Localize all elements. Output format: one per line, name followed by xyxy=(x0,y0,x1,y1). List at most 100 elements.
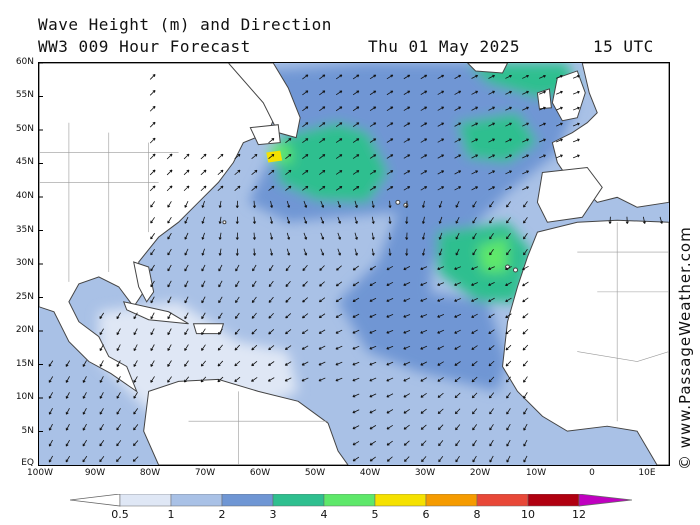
wave-arrow xyxy=(99,312,105,319)
wave-arrow xyxy=(454,266,462,270)
colorbar-segment xyxy=(119,494,172,507)
wave-arrow xyxy=(132,456,139,462)
wave-arrow xyxy=(405,232,409,240)
wave-arrow xyxy=(505,376,512,383)
wave-arrow xyxy=(403,330,411,334)
wave-arrow xyxy=(522,138,529,143)
wave-arrow xyxy=(369,297,377,302)
wave-arrow xyxy=(302,154,309,159)
wave-arrow xyxy=(234,344,241,351)
wave-arrow xyxy=(150,264,155,272)
wave-arrow xyxy=(386,154,394,159)
wave-arrow xyxy=(437,170,445,175)
wave-arrow xyxy=(252,264,257,272)
wave-arrow xyxy=(184,216,189,224)
wave-arrow xyxy=(522,265,529,271)
borders xyxy=(39,122,669,465)
wave-arrow xyxy=(471,361,478,367)
wave-arrow xyxy=(167,344,172,351)
wave-arrow xyxy=(200,169,207,176)
wave-arrow xyxy=(471,138,479,143)
wave-arrow xyxy=(285,185,292,191)
wave-arrow xyxy=(403,74,411,80)
wave-arrow xyxy=(488,345,495,351)
lat-label: 25N xyxy=(15,292,34,302)
land-masses xyxy=(39,63,669,465)
wave-arrow xyxy=(471,74,479,79)
wave-arrow xyxy=(150,344,155,351)
wave-arrow xyxy=(201,264,206,272)
wave-arrow xyxy=(183,376,190,383)
wave-arrow xyxy=(320,248,325,256)
wave-arrow xyxy=(522,313,529,319)
wave-arrow xyxy=(454,122,462,127)
wave-arrow xyxy=(184,296,189,304)
wave-arrow xyxy=(337,216,342,224)
wave-arrow xyxy=(403,122,411,127)
wave-arrow xyxy=(183,153,190,160)
wave-arrow xyxy=(65,376,70,383)
wave-arrow xyxy=(388,248,392,256)
wave-arrow xyxy=(252,280,257,288)
florida xyxy=(133,261,155,303)
wave-arrow xyxy=(369,170,377,175)
wave-arrow xyxy=(116,328,121,336)
wave-arrow xyxy=(99,328,104,335)
wave-arrow xyxy=(167,280,172,288)
wave-arrow xyxy=(150,312,155,320)
wave-arrow xyxy=(116,456,122,462)
wave-arrow xyxy=(572,154,580,159)
wave-arrow xyxy=(454,138,462,143)
wave-arrow xyxy=(454,90,462,95)
wave-arrow xyxy=(150,360,155,367)
wave-arrow xyxy=(369,90,377,96)
wave-arrow xyxy=(505,90,512,95)
wave-arrow xyxy=(352,281,360,287)
wave-arrow xyxy=(218,216,222,224)
wave-arrow xyxy=(82,360,87,367)
wave-arrow xyxy=(488,282,495,286)
wave-arrow xyxy=(437,377,444,382)
wave-arrow xyxy=(437,424,444,431)
wave-arrow xyxy=(286,216,291,224)
wave-arrow xyxy=(268,345,275,351)
colorbar-tick: 6 xyxy=(422,508,430,521)
wave-arrow xyxy=(133,312,138,320)
wave-arrow xyxy=(455,216,460,224)
wave-arrow xyxy=(301,345,309,350)
wave-arrow xyxy=(386,138,394,143)
wave-arrow xyxy=(335,313,343,318)
wave-arrow xyxy=(471,106,479,111)
colorbar-tick: 12 xyxy=(572,508,586,521)
wave-arrow xyxy=(420,106,428,111)
wave-arrow xyxy=(438,232,443,240)
wave-arrow xyxy=(201,328,206,335)
wave-arrow xyxy=(335,361,343,366)
wave-arrow xyxy=(149,89,156,96)
wave-arrow xyxy=(555,90,563,95)
wave-arrow xyxy=(201,216,205,224)
north-america xyxy=(39,63,279,393)
wave-arrow xyxy=(438,200,443,208)
wave-arrow xyxy=(352,106,360,112)
wave-arrow xyxy=(386,122,394,127)
wave-arrow xyxy=(201,296,206,304)
wave-arrow xyxy=(251,377,258,382)
iberia xyxy=(536,166,603,223)
wave-arrow xyxy=(352,409,360,414)
wave-arrow xyxy=(369,440,377,446)
wave-arrow xyxy=(116,440,122,447)
wave-arrow xyxy=(437,122,445,127)
wave-arrow xyxy=(352,313,360,318)
wave-arrow xyxy=(319,169,326,175)
wave-arrow xyxy=(150,376,155,383)
wave-arrow xyxy=(352,329,360,334)
wave-arrow xyxy=(251,361,258,367)
lat-label: 30N xyxy=(15,258,34,268)
wave-arrow xyxy=(522,297,529,303)
wave-arrow xyxy=(472,232,477,240)
wave-arrow xyxy=(251,169,258,175)
wave-arrow xyxy=(386,106,394,111)
wave-arrow xyxy=(319,122,326,128)
wave-arrow xyxy=(438,248,443,256)
